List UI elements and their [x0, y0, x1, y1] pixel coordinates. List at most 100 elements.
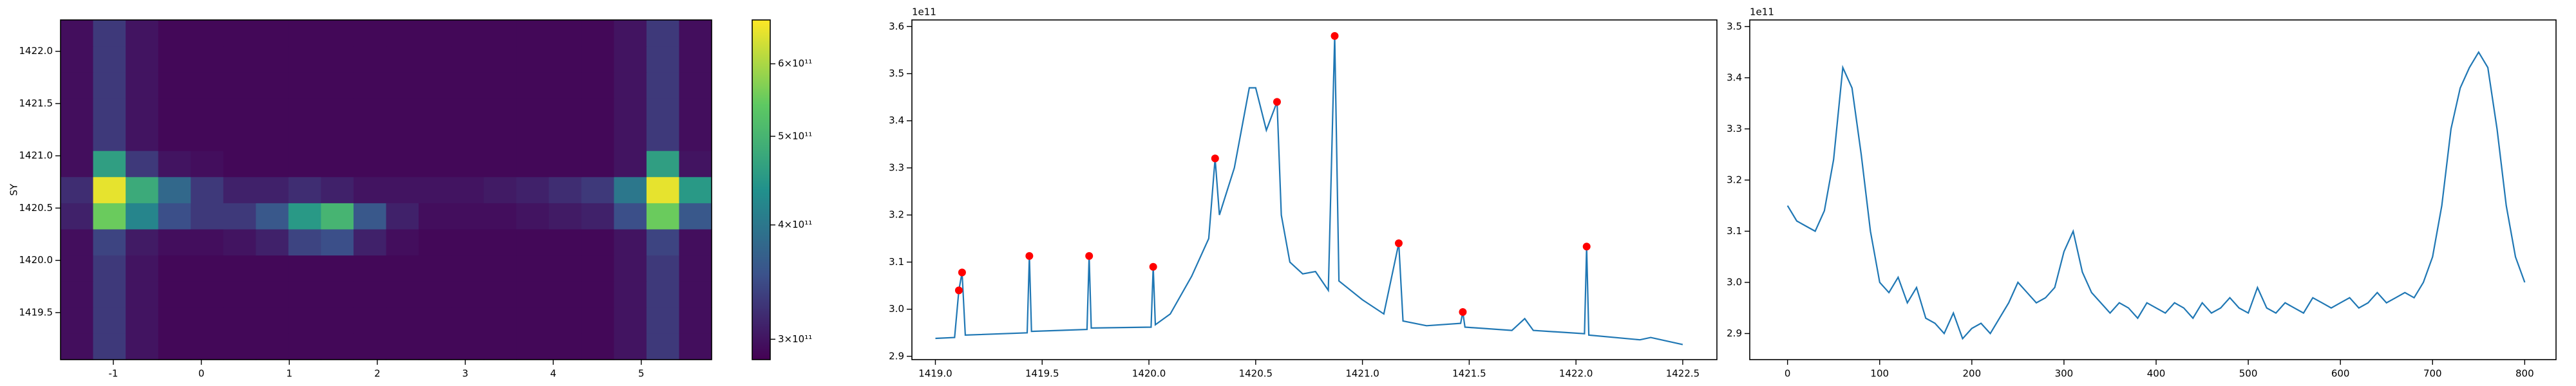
heatmap-cell: [581, 307, 614, 334]
heatmap-cell: [353, 72, 387, 99]
heatmap-cell: [288, 255, 321, 282]
heatmap-cell: [386, 203, 419, 230]
heatmap-cell: [484, 72, 517, 99]
heatmap-cell: [581, 20, 614, 47]
heatmap-cell: [386, 281, 419, 308]
heatmap-cell: [614, 255, 647, 282]
heatmap-cell: [549, 255, 582, 282]
heatmap-cell: [451, 333, 484, 360]
heatmap-cell: [581, 124, 614, 151]
heatmap-cell: [288, 124, 321, 151]
y-tick-label: 3.2: [1727, 174, 1742, 185]
heatmap-cell: [158, 46, 191, 73]
heatmap-cell: [549, 203, 582, 230]
heatmap-cell: [549, 20, 582, 47]
heatmap-cell: [93, 307, 126, 334]
y-axis-label: SY: [8, 183, 20, 196]
heatmap-cell: [581, 176, 614, 203]
peak-marker: [1149, 262, 1157, 271]
peak-marker: [1582, 243, 1591, 251]
heatmap-cell: [256, 281, 289, 308]
heatmap-cell: [484, 203, 517, 230]
colorbar-tick-label: 5×10¹¹: [778, 130, 812, 142]
line: [1786, 50, 2526, 340]
heatmap-cell: [61, 151, 94, 178]
heatmap-cell: [93, 255, 126, 282]
heatmap-cell: [679, 98, 712, 125]
peak-marker: [954, 286, 963, 295]
heatmap-cell: [581, 151, 614, 178]
heatmap-cell: [484, 151, 517, 178]
heatmap-cell: [158, 255, 191, 282]
heatmap-cell: [679, 151, 712, 178]
heatmap-cell: [321, 228, 354, 256]
heatmap-cell: [516, 228, 549, 256]
heatmap-cell: [126, 98, 159, 125]
heatmap-cell: [288, 176, 321, 203]
heatmap-cell: [516, 46, 549, 73]
heatmap-cell: [451, 98, 484, 125]
heatmap-cell: [93, 124, 126, 151]
heatmap-cell: [126, 151, 159, 178]
heatmap-cell: [646, 98, 680, 125]
peak-marker: [1273, 98, 1281, 106]
heatmap-cell: [256, 72, 289, 99]
heatmap-cell: [419, 46, 452, 73]
heatmap-cell: [158, 176, 191, 203]
heatmap-cell: [679, 281, 712, 308]
heatmap-cell: [223, 255, 256, 282]
y-tick-label: 3.0: [889, 303, 904, 315]
heatmap-cell: [581, 333, 614, 360]
heatmap-cell: [419, 176, 452, 203]
heatmap-cell: [223, 228, 256, 256]
heatmap-cell: [223, 151, 256, 178]
peak-marker: [1025, 252, 1034, 260]
x-tick-label: 0: [198, 368, 205, 380]
x-tick-label: 3: [462, 368, 469, 380]
heatmap-cell: [158, 124, 191, 151]
heatmap-cell: [419, 333, 452, 360]
heatmap-cell: [581, 46, 614, 73]
axes-frame: [1749, 19, 2557, 360]
heatmap-cell: [451, 307, 484, 334]
heatmap-cell: [321, 307, 354, 334]
heatmap-cell: [288, 20, 321, 47]
heatmap-cell: [61, 20, 94, 47]
heatmap-cell: [353, 228, 387, 256]
heatmap-cell: [549, 46, 582, 73]
heatmap-cell: [256, 46, 289, 73]
heatmap-cell: [646, 228, 680, 256]
heatmap-cell: [321, 255, 354, 282]
heatmap-cell: [581, 281, 614, 308]
peak-marker: [1211, 154, 1219, 163]
x-tick-label: 5: [638, 368, 645, 380]
heatmap-cell: [353, 124, 387, 151]
heatmap-cell: [484, 20, 517, 47]
y-tick-label: 1421.5: [19, 97, 53, 109]
y-tick-label: 3.0: [1727, 276, 1742, 288]
heatmap-cell: [386, 333, 419, 360]
heatmap-cell: [288, 307, 321, 334]
y-tick-label: 3.1: [889, 256, 904, 268]
heatmap-cell: [126, 72, 159, 99]
heatmap-cell: [321, 124, 354, 151]
heatmap-cell: [614, 203, 647, 230]
heatmap-cell: [223, 176, 256, 203]
heatmap-cell: [126, 176, 159, 203]
heatmap-cell: [126, 333, 159, 360]
peak-marker: [1394, 239, 1403, 248]
heatmap-cell: [614, 307, 647, 334]
heatmap-cell: [451, 228, 484, 256]
heatmap-cell: [386, 124, 419, 151]
heatmap-cell: [321, 46, 354, 73]
heatmap-cell: [386, 98, 419, 125]
heatmap-cell: [581, 255, 614, 282]
heatmap-cell: [288, 203, 321, 230]
heatmap-cell: [484, 281, 517, 308]
heatmap-cell: [256, 20, 289, 47]
heatmap-cell: [61, 124, 94, 151]
heatmap-cell: [321, 72, 354, 99]
heatmap-cell: [191, 46, 224, 73]
heatmap-cell: [419, 151, 452, 178]
